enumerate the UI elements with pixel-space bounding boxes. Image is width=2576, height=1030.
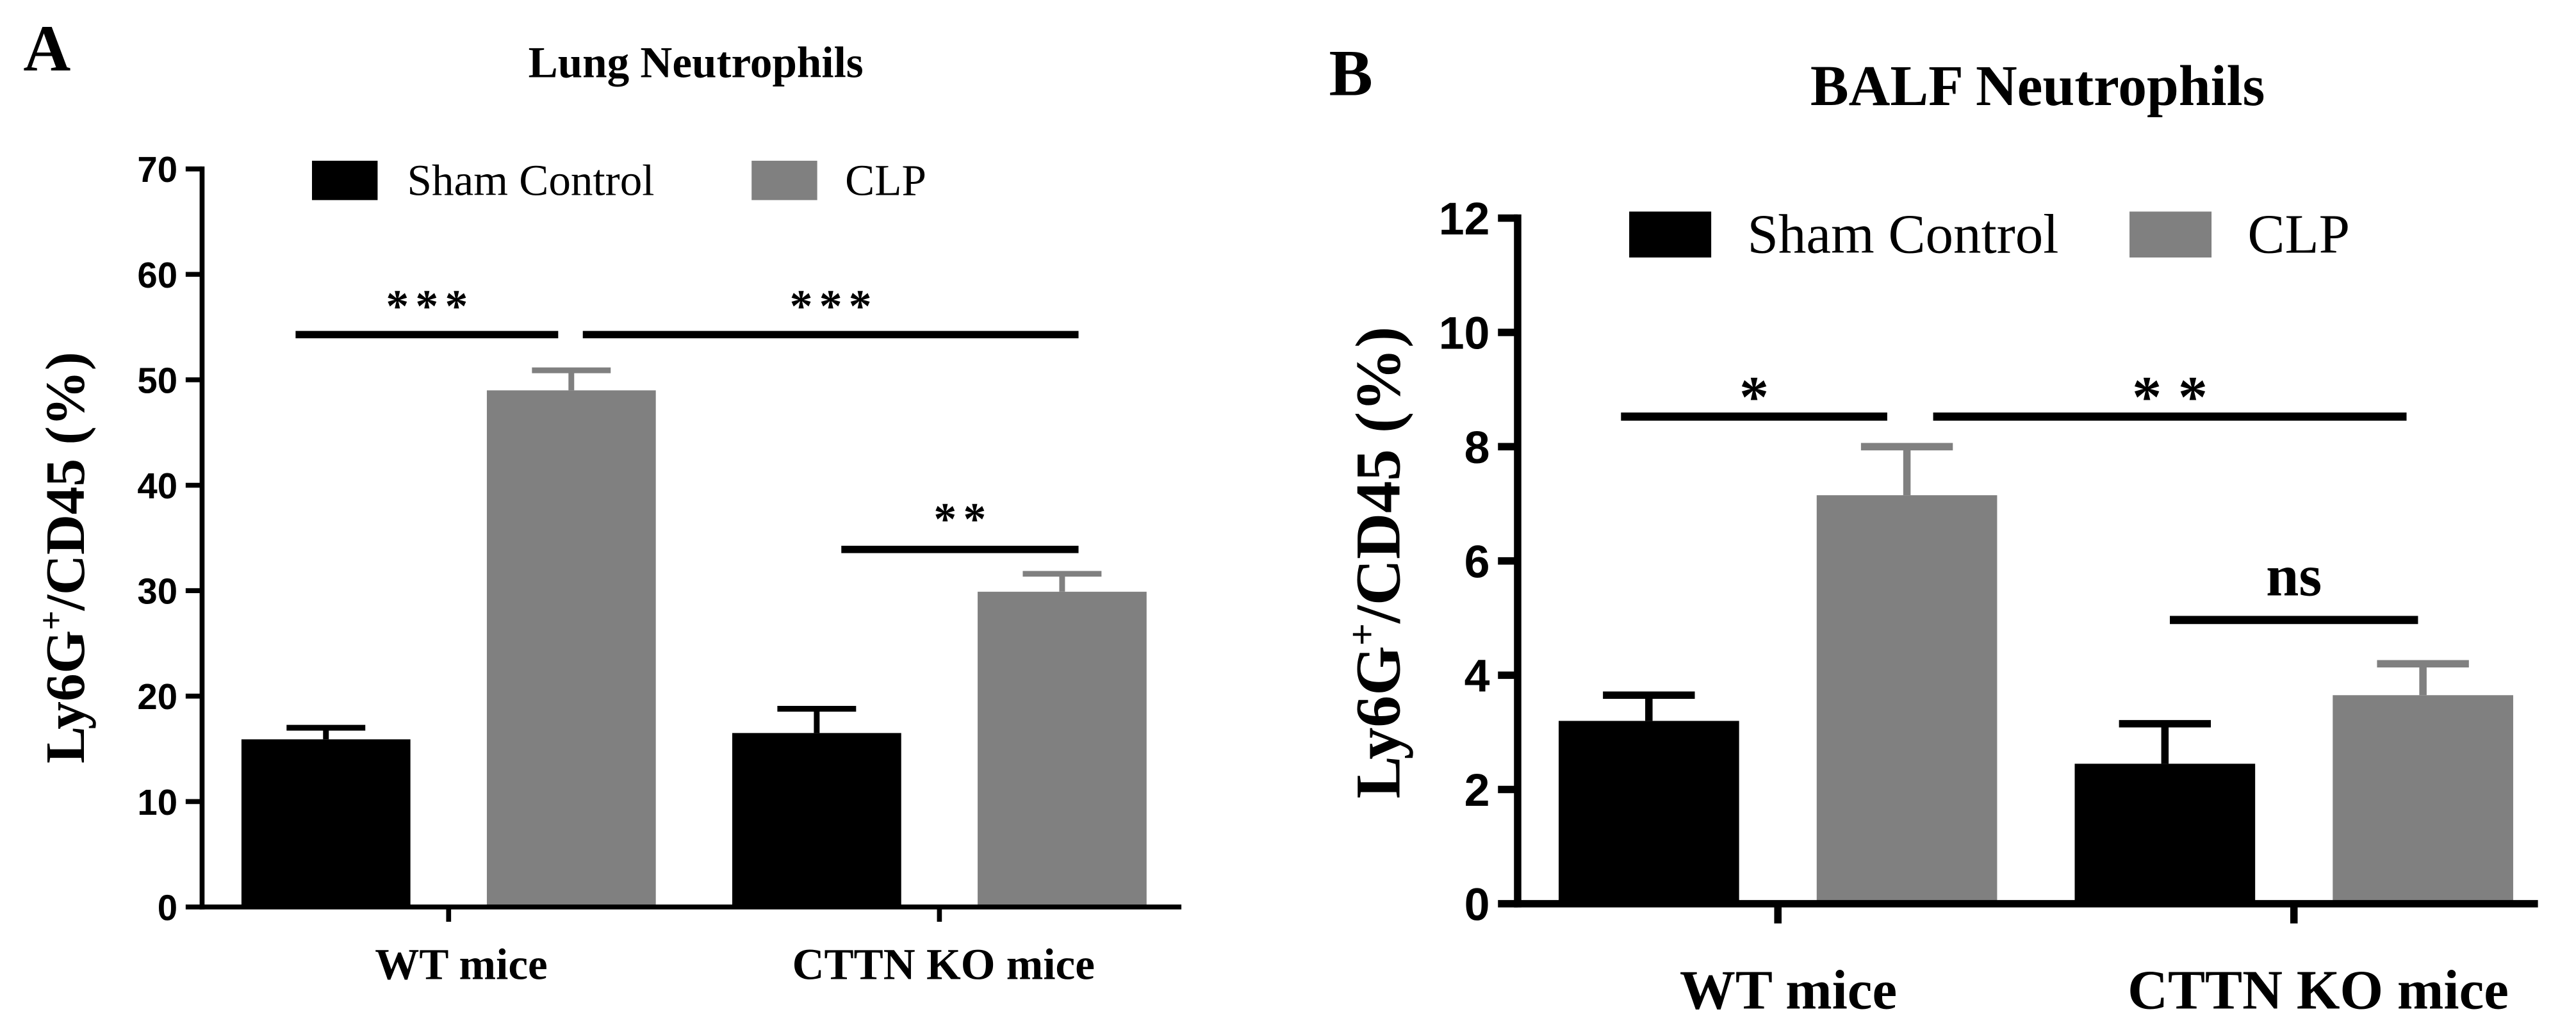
bar: [978, 591, 1147, 907]
y-tick-label: 4: [1464, 651, 1490, 702]
bar: [486, 390, 656, 907]
y-axis-label: Ly6G+/CD45 (%): [1341, 327, 1414, 799]
category-label: WT mice: [375, 940, 547, 989]
y-tick-label: 8: [1464, 422, 1490, 473]
y-tick-label: 60: [137, 255, 177, 295]
chart-title: Lung Neutrophils: [529, 37, 864, 86]
legend-label: CLP: [845, 156, 926, 205]
y-axis-label-suffix: /CD45 (%): [34, 352, 96, 611]
y-axis-label-superscript: +: [1341, 623, 1384, 646]
y-tick-label: 12: [1439, 193, 1490, 245]
legend-swatch: [2129, 211, 2212, 258]
bar: [241, 739, 411, 907]
panel-a-chart: A Lung Neutrophils Sham Control CLP WT mice C…: [23, 13, 1182, 989]
category-label: CTTN KO mice: [792, 940, 1095, 989]
legend-label: CLP: [2247, 202, 2350, 265]
category-label: CTTN KO mice: [2128, 959, 2509, 1021]
panel-label: B: [1329, 38, 1373, 110]
significance-label: ns: [2266, 543, 2322, 608]
legend-swatch: [1629, 211, 1712, 258]
significance-label: *: [1739, 364, 1785, 429]
y-tick-label: 30: [137, 571, 177, 612]
bar: [732, 733, 901, 907]
y-tick-label: 2: [1464, 765, 1490, 816]
y-tick-label: 0: [158, 887, 177, 928]
panel-label: A: [23, 13, 70, 85]
y-tick-label: 70: [137, 149, 177, 190]
y-axis-label: Ly6G+/CD45 (%): [32, 352, 96, 764]
y-axis-label-suffix: /CD45 (%): [1343, 327, 1414, 624]
panel-b-chart: B BALF Neutrophils Sham Control CLP WT mice C…: [1329, 38, 2538, 1021]
legend-swatch: [751, 160, 817, 200]
y-tick-label: 40: [137, 466, 177, 506]
significance-label: **: [2132, 364, 2224, 429]
y-tick-label: 6: [1464, 536, 1490, 587]
y-tick-label: 10: [1439, 308, 1490, 359]
category-label: WT mice: [1680, 959, 1897, 1021]
significance-label: **: [933, 494, 992, 545]
significance-label: ***: [790, 281, 878, 332]
y-tick-label: 50: [137, 360, 177, 400]
y-axis-label-superscript: +: [32, 610, 70, 630]
legend-swatch: [311, 160, 378, 200]
bar: [2074, 764, 2256, 904]
y-tick-label: 0: [1464, 879, 1490, 930]
y-axis-label-base: Ly6G: [1343, 646, 1414, 799]
y-axis-label-base: Ly6G: [34, 630, 96, 764]
bar: [1558, 721, 1739, 904]
significance-label: ***: [386, 281, 474, 332]
y-tick-label: 20: [137, 676, 177, 717]
chart-title: BALF Neutrophils: [1810, 54, 2265, 118]
legend-label: Sham Control: [407, 156, 655, 205]
y-tick-label: 10: [137, 782, 177, 822]
legend-label: Sham Control: [1747, 202, 2058, 265]
bar: [1816, 495, 1998, 904]
bar: [2333, 695, 2513, 904]
